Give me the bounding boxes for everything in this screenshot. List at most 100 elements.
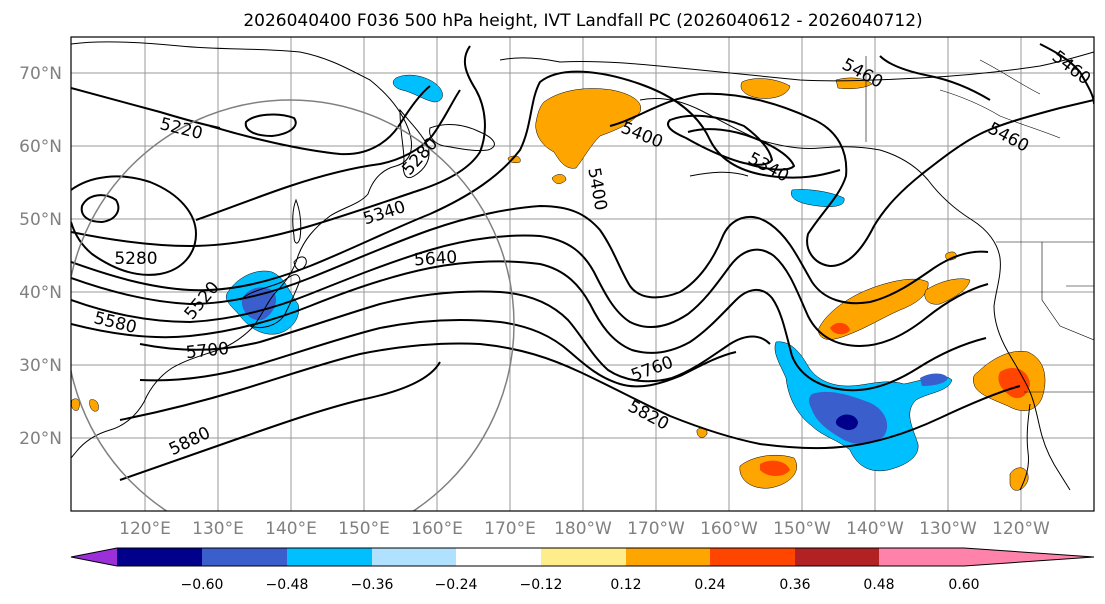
- map-panel: 5220 5280 5280 5340 5340 5400 5400 5460 …: [70, 36, 1095, 512]
- lon-label-140e: 140°E: [265, 519, 317, 539]
- contour-5760: [139, 319, 737, 388]
- figure-title: 2026040400 F036 500 hPa height, IVT Land…: [243, 11, 922, 31]
- ivt-positive-region-baja: [1009, 467, 1029, 491]
- contour-5460-ne: [1039, 43, 1094, 105]
- coast-hokkaido: [293, 256, 307, 271]
- contour-label-5700: 5700: [185, 339, 230, 363]
- coast-baja: [1019, 403, 1031, 491]
- ivt-positive-spot-2: [551, 174, 567, 184]
- coast-arctic: [499, 51, 1094, 82]
- coast-sakhalin: [292, 198, 302, 244]
- contour-5220-west: [71, 87, 221, 129]
- colorbar-tick--0.36: −0.36: [351, 577, 394, 593]
- colorbar-segment-4: [372, 548, 456, 566]
- contour-5220-east: [209, 85, 431, 156]
- lon-label-130e: 130°E: [192, 519, 244, 539]
- contour-5340-ring: [687, 128, 796, 171]
- region-circle: [71, 99, 515, 511]
- coast-kamchatka: [399, 108, 430, 178]
- border-canada-2: [979, 59, 1041, 95]
- contour-5640: [71, 260, 987, 392]
- colorbar-segment-8: [710, 548, 795, 566]
- lat-label-20n: 20°N: [19, 429, 62, 449]
- lon-label-170w: 170°W: [627, 519, 685, 539]
- coast-asia-east: [71, 291, 277, 459]
- lon-label-130w: 130°W: [919, 519, 977, 539]
- map-frame: [70, 36, 1095, 512]
- ivt-positive-region-bering: [535, 88, 642, 169]
- contour-label-5280-west: 5280: [114, 249, 157, 269]
- colorbar-tick--0.12: −0.12: [520, 577, 563, 593]
- lat-label-30n: 30°N: [19, 356, 62, 376]
- ivt-negative-region-okhotsk: [392, 74, 443, 103]
- lat-label-60n: 60°N: [19, 137, 62, 157]
- colorbar-tick-0.60: 0.60: [948, 577, 979, 593]
- colorbar-segment-6: [541, 548, 626, 566]
- contour-5280: [195, 89, 461, 221]
- ivt-positive-region-alaska: [740, 78, 791, 99]
- ivt-positive-core-midlat: [830, 322, 850, 335]
- contour-5580: [71, 234, 989, 348]
- borders: [865, 56, 1094, 393]
- lat-label-40n: 40°N: [19, 283, 62, 303]
- contour-5280-west: [71, 175, 198, 276]
- contour-5520: [71, 204, 989, 306]
- colorbar-segment-2: [202, 548, 287, 566]
- lon-label-180w: 180°W: [554, 519, 612, 539]
- contour-5820: [119, 342, 1021, 450]
- colorbar-tick-0.48: 0.48: [863, 577, 894, 593]
- colorbar-outline: [70, 547, 1095, 567]
- ivt-positive-spot-west: [71, 398, 80, 411]
- contour-5460-n: [879, 55, 991, 101]
- lon-label-170e: 170°E: [484, 519, 536, 539]
- colorbar-segment-5: [456, 548, 541, 566]
- lat-label-70n: 70°N: [19, 64, 62, 84]
- contour-5400: [71, 70, 841, 292]
- coast-aleutians: [689, 171, 749, 177]
- lon-label-160w: 160°W: [700, 519, 758, 539]
- contour-low-siberia: [244, 113, 297, 138]
- border-us-states-1: [1041, 242, 1094, 341]
- colorbar-tick-0.12: 0.12: [610, 577, 641, 593]
- ivt-negative-core-east: [920, 373, 948, 386]
- colorbar-tick-0.36: 0.36: [779, 577, 810, 593]
- contour-5460: [609, 92, 1094, 268]
- colorbar-segment-7: [626, 548, 710, 566]
- contour-5340-east: [667, 114, 774, 166]
- colorbar-tick--0.48: −0.48: [266, 577, 309, 593]
- lon-label-120w: 120°W: [992, 519, 1050, 539]
- latitude-labels: 70°N 60°N 50°N 40°N 30°N 20°N: [19, 64, 62, 449]
- ivt-positive-region-east: [924, 278, 971, 305]
- colorbar: −0.60 −0.48 −0.36 −0.24 −0.12 0.12 0.24 …: [70, 547, 1095, 593]
- colorbar-tick--0.24: −0.24: [435, 577, 478, 593]
- contour-5700: [139, 290, 771, 383]
- border-canada-1: [939, 89, 1061, 139]
- ivt-negative-core-japan: [241, 287, 277, 321]
- colorbar-extend-low: [71, 548, 117, 566]
- lon-label-140w: 140°W: [846, 519, 904, 539]
- colorbar-extend-high: [964, 548, 1094, 566]
- lon-label-150e: 150°E: [338, 519, 390, 539]
- lat-label-50n: 50°N: [19, 210, 62, 230]
- height-contours: [71, 43, 1094, 481]
- colorbar-segment-1: [117, 548, 202, 566]
- colorbar-tick-0.24: 0.24: [694, 577, 725, 593]
- colorbar-tick--0.60: −0.60: [181, 577, 224, 593]
- lon-label-160e: 160°E: [411, 519, 463, 539]
- colorbar-segment-10: [879, 548, 964, 566]
- contour-label-5640: 5640: [413, 248, 458, 271]
- colorbar-segment-3: [287, 548, 372, 566]
- contour-5880: [119, 361, 441, 481]
- contour-low-west: [80, 194, 120, 224]
- longitude-labels: 120°E 130°E 140°E 150°E 160°E 170°E 180°…: [119, 519, 1050, 539]
- colorbar-segment-9: [795, 548, 879, 566]
- ivt-negative-max-subtropical: [835, 414, 858, 430]
- lon-label-120e: 120°E: [119, 519, 171, 539]
- lon-label-150w: 150°W: [773, 519, 831, 539]
- contour-5340: [71, 45, 486, 248]
- ivt-positive-spot-west-2: [89, 399, 99, 412]
- coast-chukotka: [429, 124, 495, 151]
- coast-japan: [239, 274, 301, 329]
- ivt-positive-core-south: [760, 460, 790, 476]
